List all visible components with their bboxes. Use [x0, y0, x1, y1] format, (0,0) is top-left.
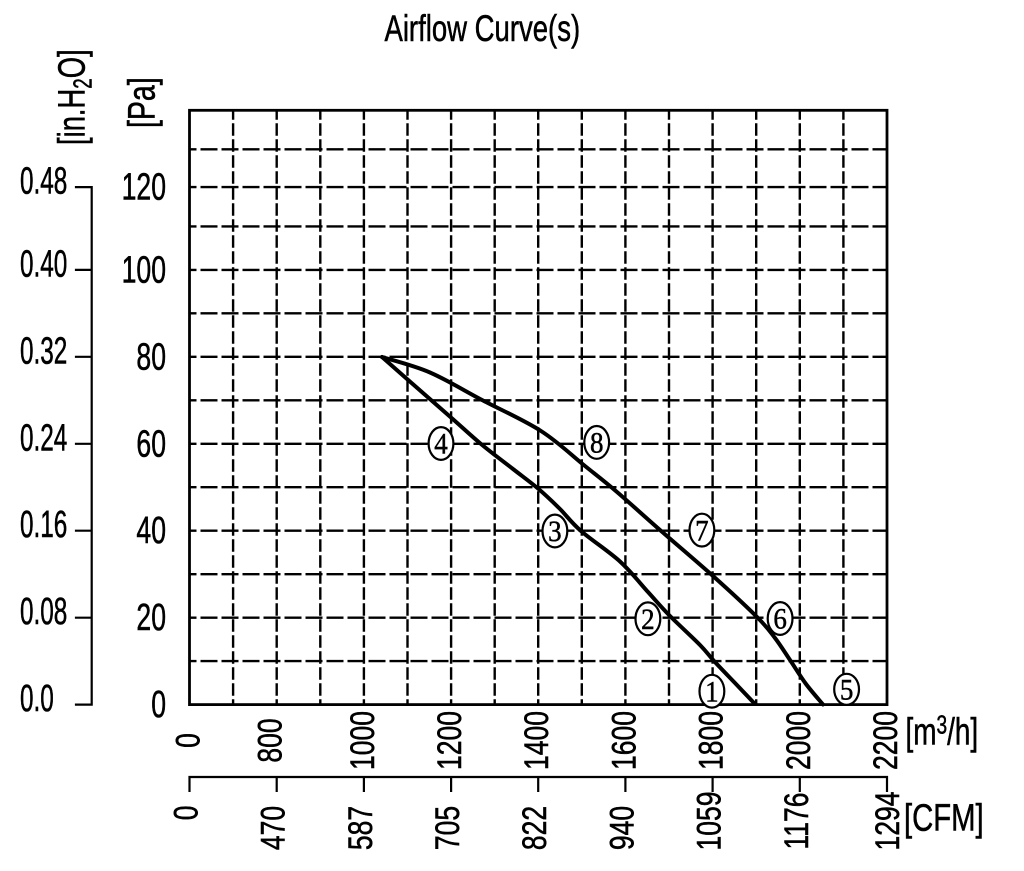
- svg-text:2000: 2000: [780, 711, 818, 770]
- svg-text:1200: 1200: [431, 711, 469, 770]
- svg-text:0: 0: [169, 733, 207, 748]
- svg-text:1000: 1000: [344, 711, 382, 770]
- svg-text:0: 0: [167, 806, 205, 821]
- svg-text:0.24: 0.24: [20, 416, 67, 459]
- svg-text:1: 1: [705, 676, 718, 709]
- svg-text:8: 8: [590, 427, 603, 460]
- svg-text:0.40: 0.40: [20, 242, 67, 285]
- svg-text:0: 0: [151, 682, 166, 725]
- svg-text:1176: 1176: [778, 792, 816, 849]
- svg-text:0.32: 0.32: [20, 329, 67, 372]
- svg-text:0.08: 0.08: [20, 590, 67, 633]
- svg-text:587: 587: [342, 806, 380, 850]
- svg-text:4: 4: [434, 428, 447, 461]
- svg-text:1400: 1400: [518, 711, 556, 770]
- svg-text:470: 470: [255, 806, 293, 850]
- svg-text:6: 6: [773, 603, 786, 636]
- svg-text:20: 20: [136, 595, 166, 638]
- svg-text:2: 2: [641, 604, 654, 637]
- svg-text:40: 40: [136, 508, 166, 551]
- svg-text:1600: 1600: [605, 711, 643, 770]
- svg-text:[CFM]: [CFM]: [904, 797, 984, 840]
- svg-text:705: 705: [429, 806, 467, 850]
- svg-text:2200: 2200: [867, 711, 905, 770]
- svg-text:0.16: 0.16: [20, 503, 67, 546]
- svg-text:120: 120: [122, 165, 166, 208]
- svg-text:0.48: 0.48: [20, 159, 67, 202]
- svg-text:80: 80: [136, 335, 166, 378]
- svg-text:[in.H2O]: [in.H2O]: [51, 49, 97, 145]
- svg-text:1800: 1800: [692, 711, 730, 770]
- svg-text:940: 940: [603, 806, 641, 850]
- svg-text:0.0: 0.0: [20, 677, 54, 720]
- svg-text:822: 822: [516, 806, 554, 850]
- svg-text:3: 3: [548, 516, 561, 549]
- svg-text:1059: 1059: [690, 792, 728, 851]
- svg-text:1294: 1294: [869, 791, 907, 850]
- svg-text:800: 800: [252, 718, 290, 762]
- svg-text:7: 7: [695, 515, 708, 548]
- svg-text:Airflow Curve(s): Airflow Curve(s): [384, 8, 580, 49]
- svg-text:5: 5: [840, 674, 853, 707]
- svg-text:100: 100: [122, 248, 166, 291]
- svg-text:[Pa]: [Pa]: [122, 77, 164, 128]
- svg-text:60: 60: [136, 422, 166, 465]
